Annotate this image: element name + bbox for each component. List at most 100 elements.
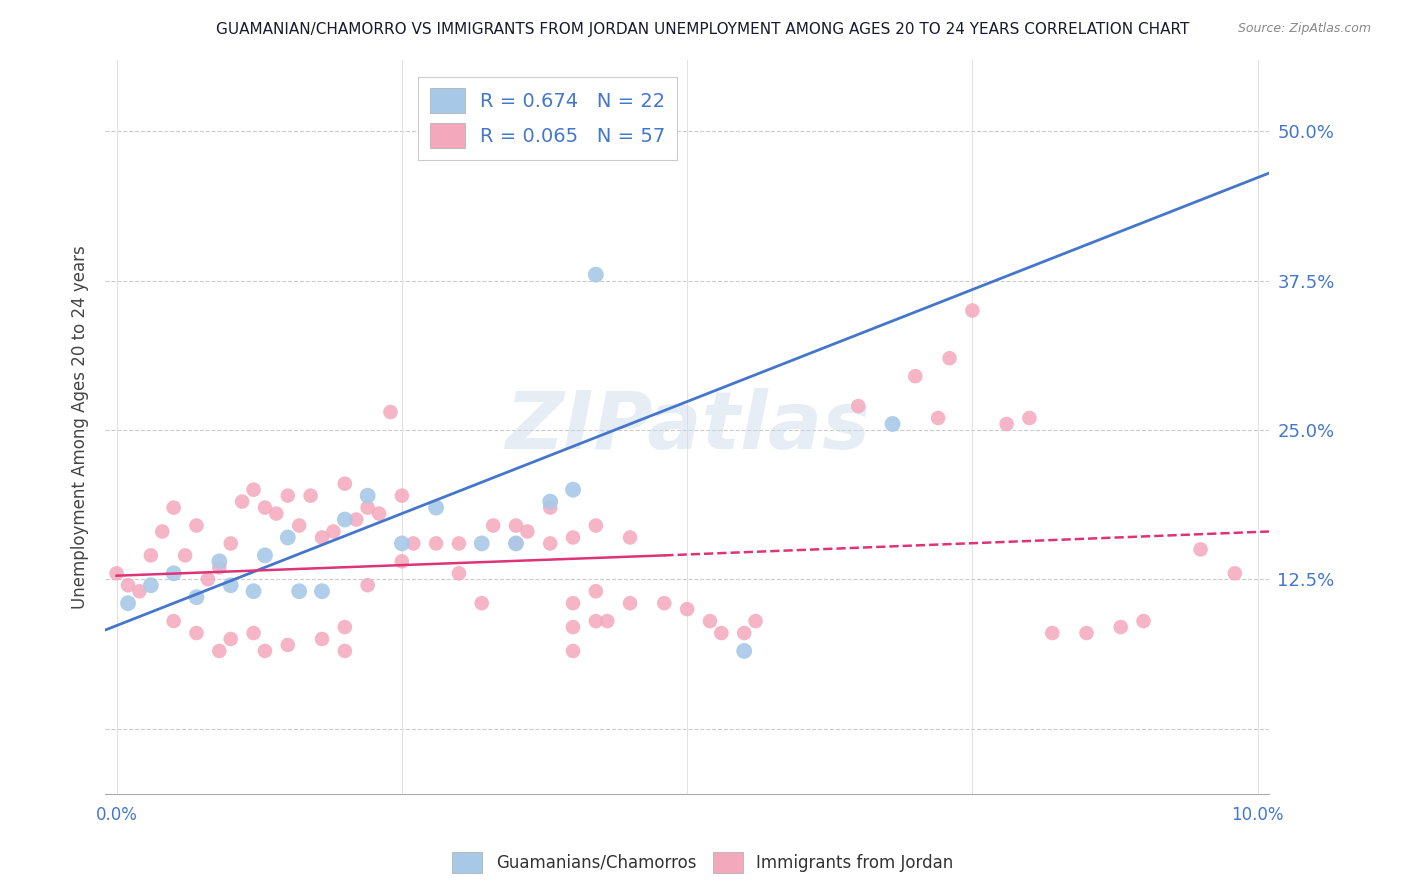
Point (186, 591, 208, 605)
Point (710, 626, 733, 640)
Point (128, 584, 150, 599)
Point (1132, 614, 1154, 628)
Point (242, 584, 264, 599)
Point (596, 614, 619, 628)
Point (105, 566, 128, 581)
Point (277, 531, 299, 545)
Point (562, 596, 585, 610)
Point (344, 512, 367, 526)
Point (219, 578, 242, 592)
Text: GUAMANIAN/CHAMORRO VS IMMIGRANTS FROM JORDAN UNEMPLOYMENT AMONG AGES 20 TO 24 YE: GUAMANIAN/CHAMORRO VS IMMIGRANTS FROM JO… (217, 22, 1189, 37)
Point (333, 644, 356, 658)
Point (676, 602, 699, 616)
Point (266, 507, 288, 521)
Point (174, 549, 197, 563)
Point (163, 614, 186, 628)
Point (253, 644, 276, 658)
Text: ZIPatlas: ZIPatlas (505, 388, 870, 466)
Point (652, 596, 675, 610)
Point (299, 489, 322, 503)
Point (482, 518, 505, 533)
Point (288, 518, 311, 533)
Point (231, 494, 253, 508)
Point (163, 566, 186, 581)
Point (447, 566, 470, 581)
Point (425, 536, 447, 550)
Point (538, 500, 561, 515)
Point (253, 549, 276, 563)
Point (1018, 411, 1040, 425)
Point (585, 584, 607, 599)
Point (585, 614, 607, 628)
Point (882, 417, 904, 431)
Point (425, 500, 447, 515)
Point (733, 644, 755, 658)
Point (1223, 566, 1246, 581)
Point (585, 518, 607, 533)
Point (402, 536, 425, 550)
Point (368, 507, 391, 521)
Point (516, 524, 538, 539)
Point (1076, 626, 1098, 640)
Point (733, 626, 755, 640)
Point (995, 417, 1018, 431)
Point (585, 268, 607, 282)
Point (242, 483, 264, 497)
Point (219, 536, 242, 550)
Point (619, 596, 641, 610)
Point (356, 578, 378, 592)
Point (117, 578, 139, 592)
Point (391, 554, 413, 568)
Point (471, 596, 494, 610)
Point (333, 512, 356, 526)
Point (1189, 542, 1212, 557)
Point (356, 500, 378, 515)
Point (277, 638, 299, 652)
Point (1109, 620, 1132, 634)
Point (311, 531, 333, 545)
Point (938, 351, 960, 366)
Point (277, 489, 299, 503)
Point (904, 369, 927, 384)
Point (699, 614, 721, 628)
Point (846, 399, 869, 413)
Point (163, 500, 186, 515)
Point (562, 531, 585, 545)
Point (139, 549, 162, 563)
Point (538, 494, 561, 508)
Point (242, 626, 264, 640)
Point (356, 489, 378, 503)
Point (208, 554, 231, 568)
Point (186, 626, 208, 640)
Point (447, 536, 470, 550)
Point (505, 518, 527, 533)
Point (391, 489, 413, 503)
Point (391, 536, 413, 550)
Point (744, 614, 766, 628)
Point (538, 536, 561, 550)
Point (219, 632, 242, 646)
Point (311, 584, 333, 599)
Point (562, 644, 585, 658)
Text: 10.0%: 10.0% (1232, 806, 1284, 824)
Point (505, 536, 527, 550)
Point (505, 536, 527, 550)
Point (117, 596, 139, 610)
Text: 0.0%: 0.0% (96, 806, 138, 824)
Point (471, 536, 494, 550)
Point (619, 531, 641, 545)
Point (322, 524, 344, 539)
Point (1040, 626, 1063, 640)
Y-axis label: Unemployment Among Ages 20 to 24 years: Unemployment Among Ages 20 to 24 years (72, 245, 89, 609)
Legend: Guamanians/Chamorros, Immigrants from Jordan: Guamanians/Chamorros, Immigrants from Jo… (446, 846, 960, 880)
Legend: R = 0.674   N = 22, R = 0.065   N = 57: R = 0.674 N = 22, R = 0.065 N = 57 (418, 77, 678, 160)
Point (562, 620, 585, 634)
Point (253, 500, 276, 515)
Point (333, 620, 356, 634)
Point (380, 405, 402, 419)
Point (208, 560, 231, 574)
Point (139, 578, 162, 592)
Point (311, 632, 333, 646)
Point (927, 411, 949, 425)
Point (288, 584, 311, 599)
